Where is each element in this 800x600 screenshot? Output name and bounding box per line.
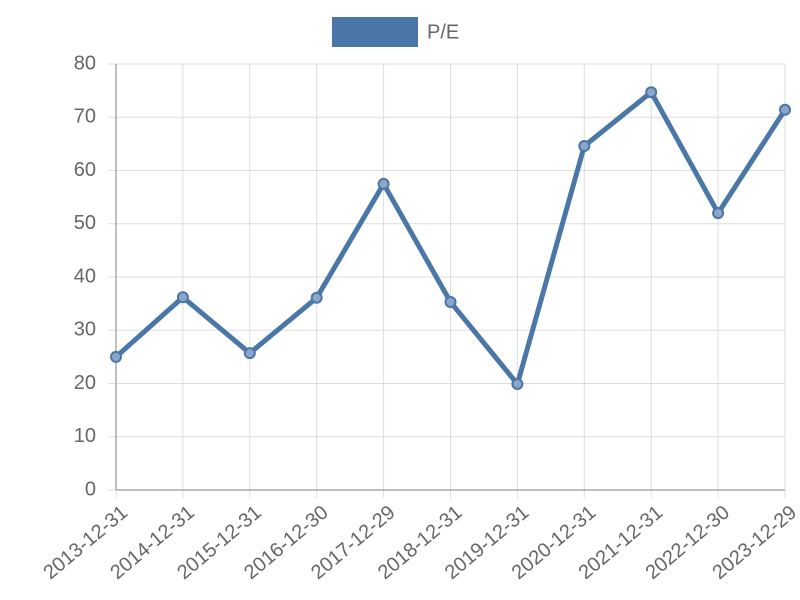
data-point — [377, 177, 390, 190]
y-tick-label: 60 — [74, 159, 96, 181]
data-point — [712, 207, 725, 220]
y-tick-label: 40 — [74, 265, 96, 287]
y-tick-label: 30 — [74, 319, 96, 341]
data-point — [578, 140, 591, 153]
y-tick-label: 20 — [74, 372, 96, 394]
data-point — [310, 291, 323, 304]
legend-swatch — [332, 17, 418, 47]
y-tick-label: 80 — [74, 52, 96, 74]
data-point — [645, 86, 658, 99]
data-point — [779, 103, 791, 116]
legend-label: P/E — [427, 21, 459, 43]
data-point — [243, 347, 256, 360]
y-tick-label: 10 — [74, 425, 96, 447]
data-point — [110, 350, 122, 363]
data-point — [444, 296, 457, 309]
y-tick-label: 0 — [85, 478, 96, 500]
data-point — [511, 378, 524, 391]
y-tick-label: 50 — [74, 212, 96, 234]
data-point — [176, 291, 189, 304]
y-tick-label: 70 — [74, 106, 96, 128]
